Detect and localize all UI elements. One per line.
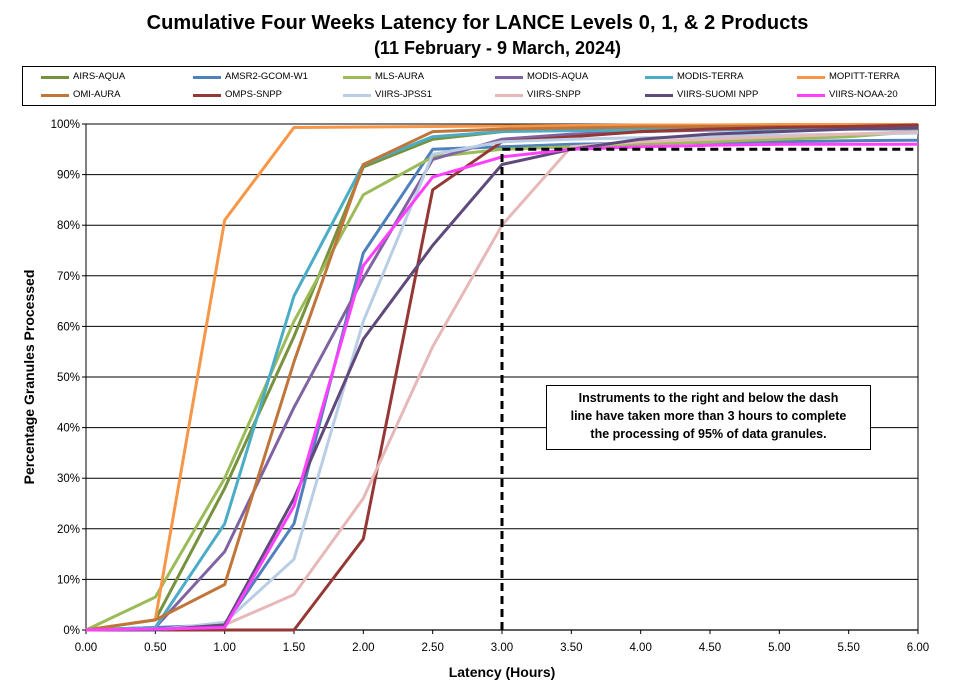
x-tick-label: 3.50: [560, 642, 582, 654]
x-tick-label: 5.00: [768, 642, 790, 654]
chart-title: Cumulative Four Weeks Latency for LANCE …: [146, 12, 809, 34]
y-tick-label: 60%: [57, 321, 80, 333]
legend-label: MODIS-TERRA: [677, 71, 744, 82]
legend-swatch: [343, 76, 371, 79]
x-tick-label: 0.50: [144, 642, 166, 654]
chart-legend: AIRS-AQUA AMSR2-GCOM-W1 MLS-AURA MODIS-AQUA…: [22, 66, 936, 106]
legend-label: VIIRS-SUOMI NPP: [677, 89, 759, 100]
x-tick-label: 2.50: [421, 642, 443, 654]
y-tick-label: 0%: [63, 625, 80, 637]
y-tick-label: 40%: [57, 423, 80, 435]
annotation-line-1: Instruments to the right and below the d…: [578, 391, 839, 405]
x-tick-label: 1.00: [213, 642, 235, 654]
legend-label: OMI-AURA: [73, 89, 121, 100]
legend-swatch: [495, 76, 523, 79]
y-tick-label: 90%: [57, 170, 80, 182]
legend-swatch: [645, 76, 673, 79]
series-line-modis-terra: [85, 127, 918, 632]
legend-label: VIIRS-JPSS1: [375, 89, 433, 100]
x-tick-label: 6.00: [907, 642, 929, 654]
legend-swatch: [797, 94, 825, 97]
legend-label: MODIS-AQUA: [527, 71, 589, 82]
y-tick-label: 20%: [57, 524, 80, 536]
x-tick-label: 3.00: [491, 642, 513, 654]
annotation-box: Instruments to the right and below the d…: [546, 385, 871, 450]
y-axis-title: Percentage Granules Processed: [21, 270, 37, 485]
x-axis-title: Latency (Hours): [449, 664, 556, 680]
legend-label: AIRS-AQUA: [73, 71, 126, 82]
legend-swatch: [645, 94, 673, 97]
legend-swatch: [343, 94, 371, 97]
x-tick-label: 4.00: [629, 642, 651, 654]
y-tick-label: 70%: [57, 271, 80, 283]
x-tick-label: 4.50: [699, 642, 721, 654]
threshold-dashed-line: [500, 147, 918, 630]
y-tick-label: 10%: [57, 574, 80, 586]
y-tick-label: 100%: [51, 119, 80, 131]
legend-swatch: [193, 76, 221, 79]
legend-label: OMPS-SNPP: [225, 89, 283, 100]
legend-label: VIIRS-SNPP: [527, 89, 581, 100]
legend-swatch: [495, 94, 523, 97]
annotation-line-2: line have taken more than 3 hours to com…: [570, 409, 847, 423]
chart-subtitle: (11 February - 9 March, 2024): [373, 38, 622, 58]
series-line-mls-aura: [85, 130, 919, 632]
y-tick-label: 50%: [57, 372, 80, 384]
legend-label: MLS-AURA: [375, 71, 425, 82]
y-tick-label: 30%: [57, 473, 80, 485]
x-tick-label: 5.50: [837, 642, 859, 654]
series-line-mopitt-terra: [85, 123, 918, 632]
legend-swatch: [41, 94, 69, 97]
annotation-line-3: the processing of 95% of data granules.: [590, 427, 827, 441]
legend-label: VIIRS-NOAA-20: [829, 89, 898, 100]
legend-label: MOPITT-TERRA: [829, 71, 900, 82]
y-tick-label: 80%: [57, 220, 80, 232]
x-tick-label: 2.00: [352, 642, 374, 654]
legend-swatch: [193, 94, 221, 97]
legend-swatch: [797, 76, 825, 79]
legend-swatch: [41, 76, 69, 79]
x-tick-label: 1.50: [283, 642, 305, 654]
x-tick-label: 0.00: [75, 642, 97, 654]
legend-label: AMSR2-GCOM-W1: [225, 71, 308, 82]
